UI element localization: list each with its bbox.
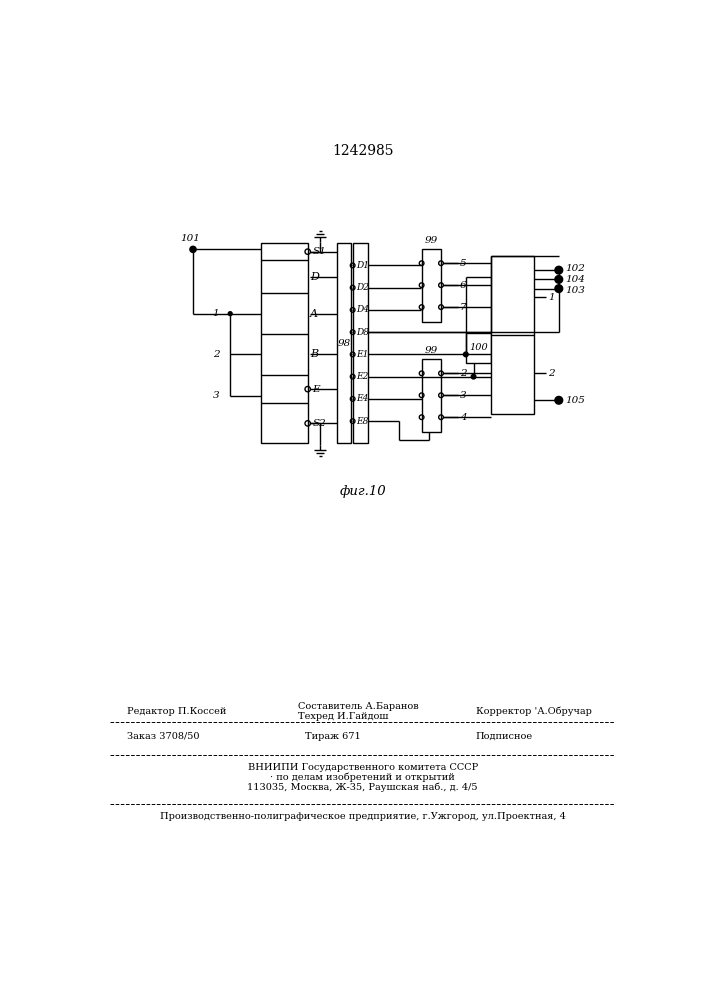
Text: ВНИИПИ Государственного комитета СССР: ВНИИПИ Государственного комитета СССР [247,763,478,772]
Text: S1: S1 [312,247,326,256]
Text: 1: 1 [548,293,554,302]
Circle shape [228,312,232,316]
Text: D4: D4 [356,305,369,314]
Text: E: E [312,385,320,394]
Text: · по делам изобретений и открытий: · по делам изобретений и открытий [270,772,455,782]
Text: Производственно-полиграфическое предприятие, г.Ужгород, ул.Проектная, 4: Производственно-полиграфическое предприя… [160,812,566,821]
Text: 2: 2 [460,369,466,378]
Text: Составитель А.Баранов: Составитель А.Баранов [298,702,419,711]
Text: 103: 103 [565,286,585,295]
Text: 100: 100 [469,343,488,352]
Circle shape [555,396,563,404]
Text: фиг.10: фиг.10 [339,485,386,498]
Text: S2: S2 [312,419,326,428]
Text: Заказ 3708/50: Заказ 3708/50 [127,732,199,741]
Text: 105: 105 [565,396,585,405]
Text: 98: 98 [337,339,351,348]
Bar [421,359,441,432]
Circle shape [555,285,563,292]
Text: 101: 101 [181,234,201,243]
Bar [353,243,368,443]
Text: Подписное: Подписное [476,732,533,741]
Text: E8: E8 [356,417,368,426]
Bar [466,333,491,363]
Bar [337,243,351,443]
Bar [491,256,534,414]
Circle shape [472,374,476,379]
Text: 102: 102 [565,264,585,273]
Text: E4: E4 [356,394,368,403]
Bar [421,249,441,322]
Text: 113035, Москва, Ж-35, Раушская наб., д. 4/5: 113035, Москва, Ж-35, Раушская наб., д. … [247,782,478,792]
Text: 4: 4 [460,413,466,422]
Circle shape [555,276,563,283]
Text: 3: 3 [213,391,219,400]
Bar [261,243,308,443]
Text: 7: 7 [460,303,466,312]
Circle shape [190,246,196,252]
Text: 2: 2 [213,350,219,359]
Text: 3: 3 [460,391,466,400]
Text: A: A [310,309,318,319]
Text: 1: 1 [213,309,219,318]
Text: 5: 5 [460,259,466,268]
Text: Техред И.Гайдош: Техред И.Гайдош [298,712,388,721]
Text: E2: E2 [356,372,368,381]
Text: Корректор 'А.Обручар: Корректор 'А.Обручар [476,707,592,716]
Circle shape [555,266,563,274]
Text: D: D [310,272,319,282]
Text: D1: D1 [356,261,369,270]
Text: B: B [310,349,318,359]
Text: 99: 99 [425,236,438,245]
Text: 6: 6 [460,281,466,290]
Text: 104: 104 [565,275,585,284]
Text: 2: 2 [548,369,554,378]
Text: D2: D2 [356,283,369,292]
Text: Редактор П.Коссей: Редактор П.Коссей [127,707,226,716]
Text: Тираж 671: Тираж 671 [305,732,361,741]
Text: D8: D8 [356,328,369,337]
Text: 1242985: 1242985 [332,144,394,158]
Circle shape [464,352,468,357]
Text: E1: E1 [356,350,368,359]
Text: 99: 99 [425,346,438,355]
